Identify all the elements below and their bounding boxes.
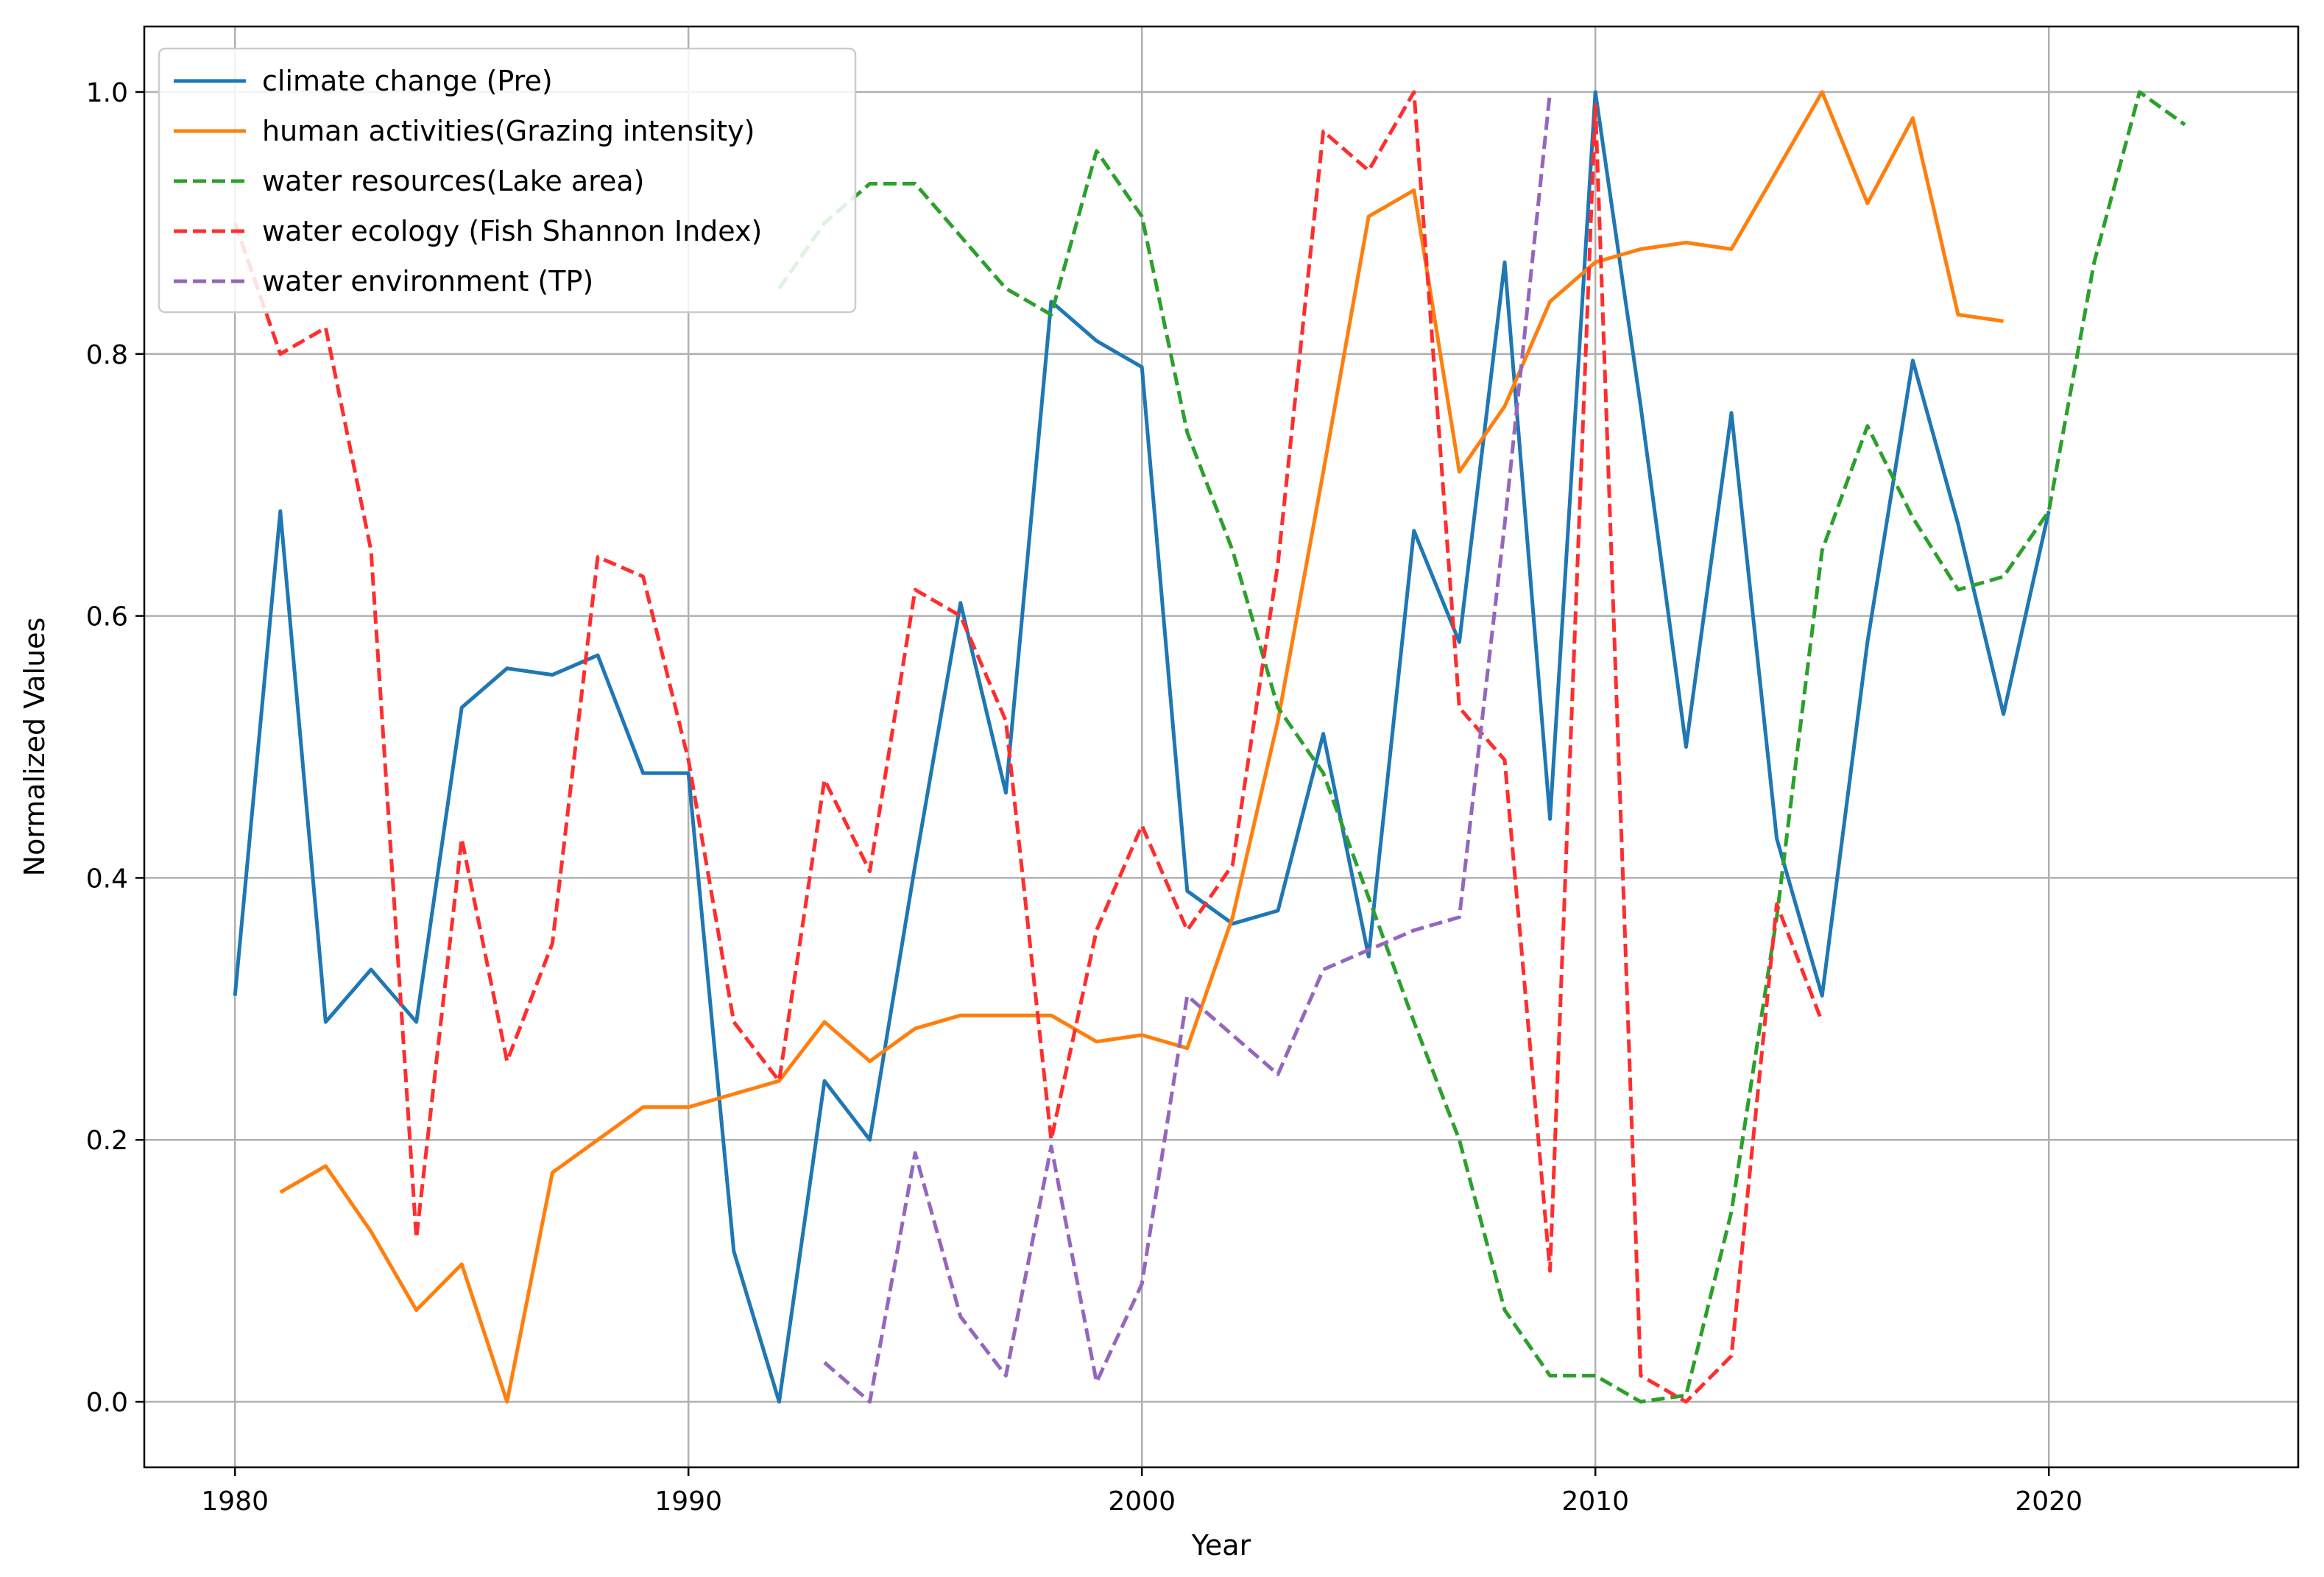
y-tick-label: 1.0 <box>86 78 128 108</box>
x-axis-label: Year <box>1191 1529 1251 1562</box>
series-line-4 <box>233 90 1824 1404</box>
x-tick-label: 2010 <box>1561 1486 1629 1517</box>
legend: climate change (Pre) human activities(Gra… <box>158 47 857 314</box>
x-tick-label: 1980 <box>201 1486 269 1517</box>
x-tick-label: 1990 <box>654 1486 722 1517</box>
series-line-5 <box>823 91 1553 1404</box>
legend-label: water environment (TP) <box>262 265 593 297</box>
y-tick-label: 0.6 <box>86 602 128 632</box>
series-line-1 <box>233 90 2051 1404</box>
x-tick-label: 2020 <box>2015 1486 2083 1517</box>
legend-box <box>158 47 857 314</box>
legend-label: water ecology (Fish Shannon Index) <box>262 215 762 247</box>
axis-ticks: 1980 1990 2000 2010 2020 0.0 0.2 0.4 0.6 0.8 1.0 <box>86 78 2083 1517</box>
legend-label: water resources(Lake area) <box>262 165 644 197</box>
series-line-3 <box>777 90 2186 1404</box>
y-tick-label: 0.4 <box>86 864 128 894</box>
series-line-2 <box>279 90 2004 1404</box>
plot-area-frame <box>143 25 2300 1469</box>
y-tick-label: 0.8 <box>86 340 128 370</box>
y-axis-label: Normalized Values <box>18 618 51 877</box>
y-tick-label: 0.0 <box>86 1388 128 1418</box>
y-tick-label: 0.2 <box>86 1126 128 1156</box>
legend-label: climate change (Pre) <box>262 65 553 97</box>
legend-label: human activities(Grazing intensity) <box>262 115 755 147</box>
x-tick-label: 2000 <box>1108 1486 1176 1517</box>
series-lines <box>233 90 2186 1404</box>
